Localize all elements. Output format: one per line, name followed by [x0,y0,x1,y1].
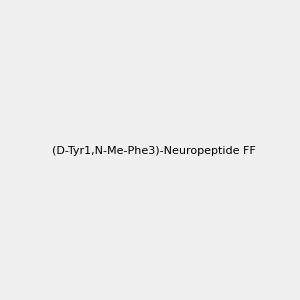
Text: (D-Tyr1,N-Me-Phe3)-Neuropeptide FF: (D-Tyr1,N-Me-Phe3)-Neuropeptide FF [52,146,256,157]
